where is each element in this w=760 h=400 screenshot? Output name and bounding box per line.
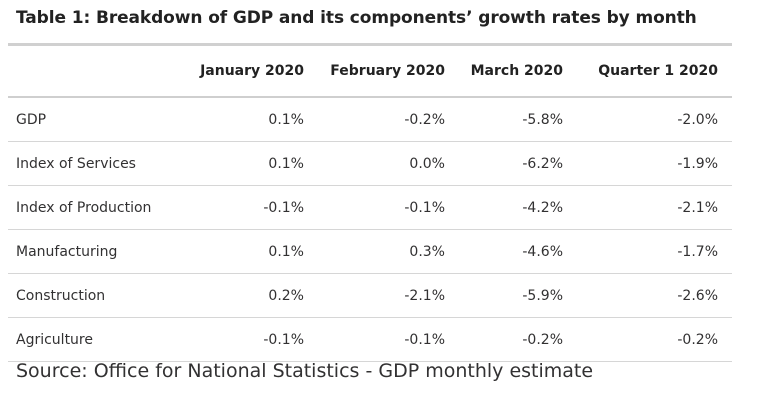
cell-value: -2.0% [577, 97, 732, 142]
cell-value: -2.6% [577, 273, 732, 318]
row-label: Agriculture [8, 317, 178, 362]
row-label: Index of Production [8, 185, 178, 230]
cell-value: -6.2% [459, 141, 577, 186]
cell-value: -0.2% [577, 317, 732, 362]
column-header-label [8, 44, 178, 98]
cell-value: -0.2% [318, 97, 459, 142]
cell-value: 0.1% [178, 141, 318, 186]
row-label: Construction [8, 273, 178, 318]
cell-value: -0.1% [318, 185, 459, 230]
cell-value: 0.0% [318, 141, 459, 186]
gdp-growth-table: January 2020 February 2020 March 2020 Qu… [8, 43, 732, 362]
column-header-quarter-1-2020: Quarter 1 2020 [577, 44, 732, 98]
table-row: Agriculture -0.1% -0.1% -0.2% -0.2% [8, 317, 732, 362]
column-header-march-2020: March 2020 [459, 44, 577, 98]
cell-value: 0.3% [318, 229, 459, 274]
column-header-february-2020: February 2020 [318, 44, 459, 98]
table-row: Construction 0.2% -2.1% -5.9% -2.6% [8, 273, 732, 318]
cell-value: -5.9% [459, 273, 577, 318]
cell-value: -0.1% [178, 185, 318, 230]
table-row: Index of Services 0.1% 0.0% -6.2% -1.9% [8, 141, 732, 186]
table-row: Manufacturing 0.1% 0.3% -4.6% -1.7% [8, 229, 732, 274]
cell-value: 0.1% [178, 229, 318, 274]
source-note: Source: Office for National Statistics -… [16, 360, 594, 382]
cell-value: -2.1% [577, 185, 732, 230]
table-row: GDP 0.1% -0.2% -5.8% -2.0% [8, 97, 732, 142]
cell-value: 0.1% [178, 97, 318, 142]
row-label: GDP [8, 97, 178, 142]
column-header-january-2020: January 2020 [178, 44, 318, 98]
cell-value: -2.1% [318, 273, 459, 318]
cell-value: -0.1% [178, 317, 318, 362]
cell-value: -4.2% [459, 185, 577, 230]
table-row: Index of Production -0.1% -0.1% -4.2% -2… [8, 185, 732, 230]
cell-value: -0.2% [459, 317, 577, 362]
cell-value: -4.6% [459, 229, 577, 274]
table-title: Table 1: Breakdown of GDP and its compon… [16, 8, 697, 28]
row-label: Index of Services [8, 141, 178, 186]
cell-value: -1.7% [577, 229, 732, 274]
cell-value: -0.1% [318, 317, 459, 362]
cell-value: -1.9% [577, 141, 732, 186]
cell-value: 0.2% [178, 273, 318, 318]
row-label: Manufacturing [8, 229, 178, 274]
table-header-row: January 2020 February 2020 March 2020 Qu… [8, 44, 732, 98]
cell-value: -5.8% [459, 97, 577, 142]
